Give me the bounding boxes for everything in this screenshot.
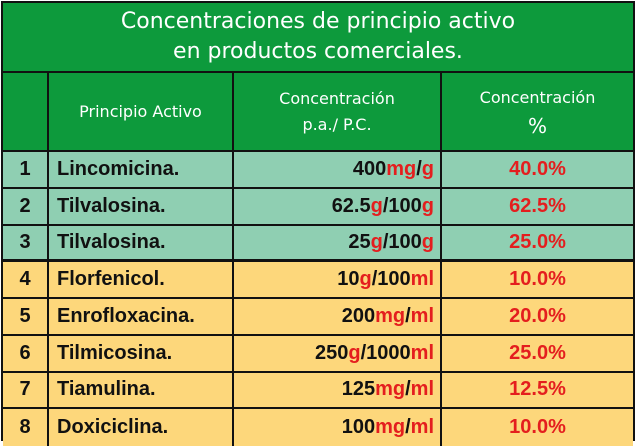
- row-principio-activo: Tilvalosina.: [49, 188, 234, 224]
- concentracion-base: 100: [377, 268, 411, 291]
- table-row: 3 Tilvalosina. 25 g / 100 g 25.0%: [3, 225, 633, 263]
- row-porcentaje: 20.0%: [509, 304, 566, 327]
- concentracion-base: 100: [388, 230, 422, 253]
- table-row: 4 Florfenicol. 10 g / 100 ml 10.0%: [3, 262, 633, 299]
- row-concentracion: 100 mg / ml: [234, 409, 442, 446]
- header-number: [3, 73, 49, 150]
- row-principio-activo: Tiamulina.: [49, 372, 234, 408]
- concentracion-separator: /: [382, 194, 389, 217]
- concentracion-unit: mg: [375, 378, 406, 401]
- row-concentracion: 250 g / 1000 ml: [234, 335, 442, 371]
- row-concentracion: 125 mg / ml: [234, 372, 442, 408]
- concentracion-unit: g: [370, 194, 383, 217]
- table-row: 7 Tiamulina. 125 mg / ml 12.5%: [3, 372, 633, 410]
- row-principio-activo: Enrofloxacina.: [49, 299, 234, 334]
- row-concentracion: 25 g / 100 g: [234, 225, 442, 260]
- row-principio-activo: Doxiciclina.: [49, 409, 234, 446]
- header-porcentaje: Concentración %: [442, 73, 633, 150]
- row-porcentaje: 10.0%: [509, 268, 566, 291]
- row-number: 1: [3, 152, 49, 187]
- concentracion-base-unit: g: [421, 157, 434, 180]
- header-concentracion-label: Concentración: [279, 88, 395, 108]
- row-concentracion: 62.5 g / 100 g: [234, 188, 442, 224]
- concentracion-base-unit: ml: [410, 378, 434, 401]
- concentracion-amount: 62.5: [331, 194, 371, 217]
- row-number: 5: [3, 299, 49, 334]
- concentracion-separator: /: [360, 341, 367, 364]
- concentracion-base: 1000: [366, 341, 411, 364]
- table-header: Principio Activo Concentración p.a./ P.C…: [3, 73, 633, 152]
- concentracion-base-unit: ml: [410, 268, 434, 291]
- header-concentracion-unit: p.a./ P.C.: [302, 114, 372, 134]
- concentracion-amount: 100: [341, 416, 376, 439]
- row-porcentaje: 10.0%: [509, 416, 566, 439]
- concentracion-unit: mg: [375, 304, 406, 327]
- title-line-1: Concentraciones de principio activo: [120, 9, 516, 34]
- concentracion-amount: 400: [352, 157, 387, 180]
- concentracion-separator: /: [382, 230, 389, 253]
- row-number: 4: [3, 262, 49, 297]
- table-row: 2 Tilvalosina. 62.5 g / 100 g 62.5%: [3, 188, 633, 226]
- concentracion-separator: /: [371, 268, 378, 291]
- row-concentracion: 10 g / 100 ml: [234, 262, 442, 297]
- concentracion-separator: /: [405, 416, 411, 439]
- concentracion-amount: 200: [341, 304, 376, 327]
- row-principio-activo: Florfenicol.: [49, 262, 234, 297]
- concentracion-separator: /: [416, 157, 422, 180]
- title-line-2: en productos comerciales.: [173, 39, 463, 64]
- concentracion-amount: 125: [341, 378, 376, 401]
- header-porcentaje-unit: %: [527, 113, 547, 138]
- table-row: 8 Doxiciclina. 100 mg / ml 10.0%: [3, 409, 633, 446]
- header-porcentaje-label: Concentración: [479, 87, 596, 107]
- table-title: Concentraciones de principio activo en p…: [3, 3, 633, 73]
- table-row: 1 Lincomicina. 400 mg / g 40.0%: [3, 152, 633, 189]
- row-porcentaje: 40.0%: [509, 157, 566, 180]
- row-number: 2: [3, 188, 49, 224]
- row-concentracion: 200 mg / ml: [234, 299, 442, 334]
- concentracion-separator: /: [405, 304, 411, 327]
- concentracion-base-unit: g: [421, 230, 434, 253]
- row-number: 6: [3, 335, 49, 371]
- concentracion-amount: 10: [337, 268, 360, 291]
- row-porcentaje: 25.0%: [509, 230, 566, 253]
- table-row: 5 Enrofloxacina. 200 mg / ml 20.0%: [3, 299, 633, 336]
- table-body: 1 Lincomicina. 400 mg / g 40.0% 2 Tilvalosina…: [3, 152, 633, 446]
- concentracion-base-unit: ml: [410, 341, 434, 364]
- concentracion-base-unit: g: [421, 194, 434, 217]
- row-number: 8: [3, 409, 49, 446]
- row-porcentaje: 62.5%: [509, 194, 566, 217]
- row-principio-activo: Tilmicosina.: [49, 335, 234, 371]
- row-principio-activo: Lincomicina.: [49, 152, 234, 187]
- concentracion-unit: g: [359, 268, 372, 291]
- header-concentracion: Concentración p.a./ P.C.: [234, 73, 442, 150]
- row-porcentaje: 12.5%: [509, 378, 566, 401]
- concentracion-amount: 25: [348, 230, 371, 253]
- table-row: 6 Tilmicosina. 250 g / 1000 ml 25.0%: [3, 335, 633, 373]
- concentracion-separator: /: [405, 378, 411, 401]
- row-porcentaje: 25.0%: [509, 341, 566, 364]
- header-principio-activo: Principio Activo: [49, 73, 234, 150]
- row-principio-activo: Tilvalosina.: [49, 225, 234, 260]
- concentracion-base-unit: ml: [410, 416, 434, 439]
- concentracion-base-unit: ml: [410, 304, 434, 327]
- concentracion-unit: mg: [375, 416, 406, 439]
- concentracion-base: 100: [388, 194, 422, 217]
- concentracion-unit: g: [370, 230, 383, 253]
- row-number: 3: [3, 225, 49, 260]
- concentracion-amount: 250: [315, 341, 349, 364]
- row-number: 7: [3, 372, 49, 408]
- concentracion-unit: mg: [386, 157, 417, 180]
- row-concentracion: 400 mg / g: [234, 152, 442, 187]
- concentracion-unit: g: [348, 341, 361, 364]
